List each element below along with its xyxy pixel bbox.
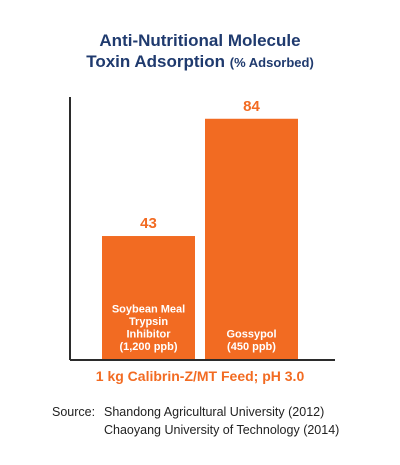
category-label-2: Gossypol (450 ppb) <box>226 329 276 354</box>
source-line-1: Shandong Agricultural University (2012) <box>104 405 325 419</box>
chart-title-unit: (% Adsorbed) <box>229 55 314 70</box>
source-line-2: Chaoyang University of Technology (2014) <box>104 423 340 437</box>
chart-title: Anti-Nutritional Molecule <box>99 31 301 50</box>
chart-title-line2: Toxin Adsorption (% Adsorbed) <box>0 52 400 72</box>
bar-2 <box>205 118 298 359</box>
x-axis-label: 1 kg Calibrin-Z/MT Feed; pH 3.0 <box>96 368 305 384</box>
source-label: Source: <box>52 405 96 419</box>
bar-chart: 43 Soybean Meal Trypsin Inhibitor (1,200 ppb… <box>69 97 335 384</box>
bar-value-label-2: 84 <box>243 98 260 115</box>
category-label-1: Soybean Meal Trypsin Inhibitor (1,200 ppb) <box>112 304 185 354</box>
bar-value-label-1: 43 <box>140 215 157 232</box>
bar-1 <box>102 236 195 359</box>
chart-title-main: Toxin Adsorption <box>86 52 226 71</box>
